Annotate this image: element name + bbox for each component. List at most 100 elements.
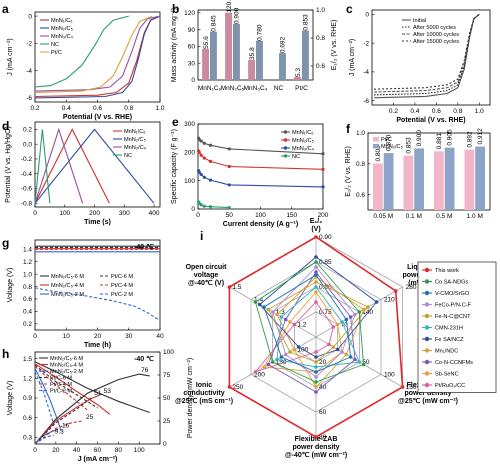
y-axis-label-b2: E₁/₂ (V vs. RHE) [331,20,338,71]
radar-legend-marker [424,267,430,273]
legend-label-g: Pt/C-2 M [111,292,133,298]
y-tick-label-c: 0 [365,12,369,19]
y-tick-label-a: -4 [26,68,32,75]
radar-tick-label: 1.5 [232,284,241,291]
radar-axis-label: power density [292,444,339,451]
x-tick-label-b: Pt/C [295,85,308,92]
radar-point [257,302,262,307]
radar-point [314,265,318,269]
y-tick-label-b: 0.8 [316,35,325,42]
legend-marker-e [283,130,288,134]
plot-frame-d [34,121,161,208]
radar-tick-label: 0.75 [319,309,332,316]
data-label-e-half: 0.692 [279,36,286,53]
radar-point [283,317,288,322]
value-label-h: 25 [86,414,94,421]
y-tick-label-h: 75 [163,372,171,379]
power-curve-h [34,373,150,445]
legend-label-a: MnN₁/C₆ [51,18,73,24]
radar-tick-label: 100 [384,372,395,379]
y-axis-label-d: Potential (V vs. Hg/HgO) [5,126,12,203]
y-tick-label-c: -4 [363,69,369,76]
legend-label-c: Initial [413,18,426,24]
x-tick-label-f: 0.05 M [373,213,393,220]
radar-point [344,317,349,322]
panel-letter-e: e [172,115,179,129]
legend-label-d: MnN₃/C₄ [124,145,147,151]
radar-point [331,345,336,349]
line-series-e [198,170,324,188]
x-tick-label-a: 0.2 [30,105,39,112]
y-tick-label-b: 120 [184,10,195,17]
radar-axis-label: (V) [311,226,320,233]
radar-tick-label: 1.2 [297,322,306,329]
radar-point [262,305,266,309]
y-axis-label-g: Voltage (V) [7,268,14,303]
radar-point [288,320,292,324]
x-tick-label-d: 300 [119,210,130,217]
radar-point [353,312,357,317]
legend-label-h: Pt/C-4 M [50,382,72,388]
x-tick-label-h: 80 [115,447,123,454]
bar-mass-activity [248,59,255,80]
radar-legend-label: Co-N-CCNFMs [435,360,473,366]
x-axis-label-e: Current density (A g⁻¹) [223,221,298,228]
y-tick-label-h: 0 [163,441,167,448]
data-point-e [208,159,213,163]
panel-letter-b: b [172,2,179,16]
radar-point [348,355,353,359]
y-tick-label-e: 200 [184,150,195,157]
y-tick-label-h: 0.3 [23,435,32,442]
radar-series [267,281,369,363]
radar-point [275,357,279,362]
y-tick-label-e: 300 [184,121,195,128]
y-tick-label-g: 1.0 [23,271,32,278]
data-label-e-half: 0.780 [256,24,263,41]
data-point-e [321,152,325,156]
y-tick-label-h: 25 [163,418,171,425]
radar-legend-label: Fe-N-C@CNT [435,314,471,320]
legend-label-c: After 5000 cycles [413,25,456,31]
data-label-f: 0.905 [447,129,454,146]
y-tick-label-h: 0.6 [23,415,32,422]
data-point-e [199,153,203,157]
radar-legend-marker [424,336,430,342]
data-point-e [202,175,206,179]
radar-tick-label: 0.80 [319,284,332,291]
x-tick-label-d: 100 [59,210,70,217]
bar-mass-activity [225,12,232,80]
legend-label-h: MnN₂/C₅-4 M [50,363,83,369]
radar-tick-label: 150 [276,359,287,366]
bar-ptc [464,149,475,210]
y-tick-label-g: 1.2 [23,259,32,266]
radar-point [327,342,331,347]
y-axis-label-h: Voltage (V) [7,381,14,416]
x-tick-label-a: 0.4 [62,105,71,112]
line-series-a [34,15,129,88]
radar-axis-label: Ionic [196,382,212,389]
x-tick-label-h: 60 [94,447,102,454]
radar-point [292,347,297,352]
radar-point [314,385,318,389]
radar-tick-label: 280 [406,284,417,291]
radar-tick-label: 20 [319,359,327,366]
x-tick-label-b: MnN₁C₆ [198,85,222,92]
y-axis-label-f: E₁/₂ (V vs. RHE) [345,146,352,197]
x-tick-label-h: 100 [134,447,145,454]
x-tick-label-a: 0.8 [124,105,133,112]
radar-point [279,355,284,359]
data-point-e [197,150,201,154]
radar-point [227,385,232,389]
x-tick-label-e: 100 [255,212,266,219]
y-tick-label-h: 50 [163,395,171,402]
radar-legend-marker [424,325,430,330]
radar-point [335,322,340,327]
radar-point [262,365,266,369]
data-label-f: 0.870 [386,134,393,151]
radar-point [314,280,318,284]
y-tick-label-h: 100 [163,349,174,356]
x-tick-label-f: 0.1 M [406,213,422,220]
radar-point [270,310,275,314]
data-point-e [227,205,231,210]
radar-point [253,300,258,304]
